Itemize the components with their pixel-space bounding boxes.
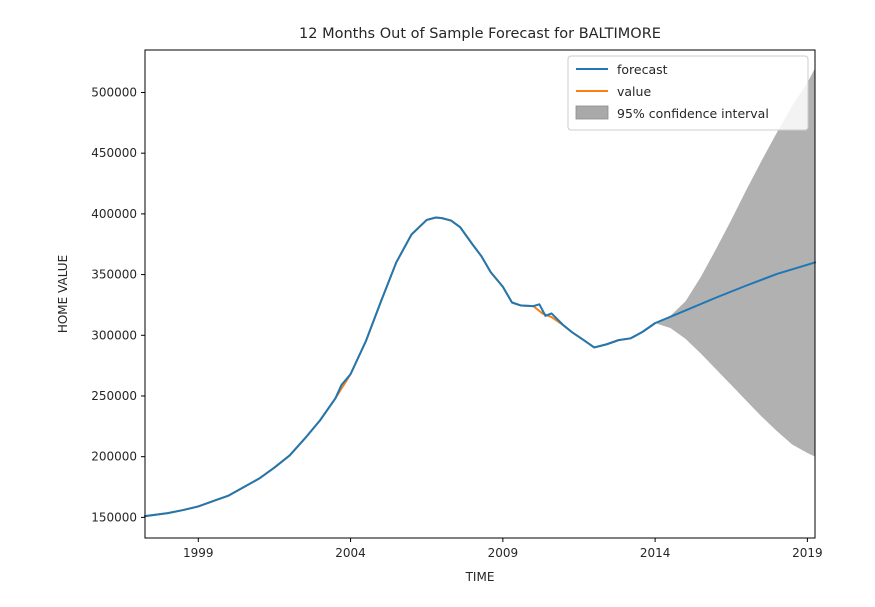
y-tick-label: 450000 — [91, 146, 137, 160]
y-tick-label: 500000 — [91, 85, 137, 99]
forecast-series-line — [144, 216, 816, 518]
series-layer — [144, 216, 816, 518]
legend: forecast value 95% confidence interval — [567, 55, 809, 131]
x-tick-label: 1999 — [183, 546, 214, 560]
x-tick-label: 2019 — [792, 546, 823, 560]
x-tick-label: 2014 — [640, 546, 671, 560]
y-axis-title: HOME VALUE — [56, 255, 70, 333]
plot-frame — [144, 49, 816, 539]
y-tick-label: 250000 — [91, 389, 137, 403]
legend-ci-label: 95% confidence interval — [617, 106, 769, 121]
plot-area — [144, 49, 816, 539]
x-tick-label: 2009 — [488, 546, 519, 560]
y-axis: 150000 200000 250000 300000 350000 400000 4500… — [91, 85, 145, 524]
x-axis-title: TIME — [465, 570, 495, 584]
chart-title: 12 Months Out of Sample Forecast for BAL… — [299, 26, 661, 42]
confidence-interval-layer — [655, 68, 815, 457]
y-tick-label: 300000 — [91, 328, 137, 342]
y-tick-label: 350000 — [91, 268, 137, 282]
y-tick-label: 200000 — [91, 450, 137, 464]
legend-value-label: value — [617, 84, 651, 99]
legend-box — [567, 55, 809, 131]
y-tick-label: 150000 — [91, 510, 137, 524]
legend-ci-swatch — [575, 105, 609, 120]
x-axis: 1999 2004 2009 2014 2019 — [183, 538, 823, 560]
value-series-line — [144, 216, 657, 518]
confidence-interval-band — [655, 68, 815, 457]
x-tick-label: 2004 — [335, 546, 366, 560]
y-tick-label: 400000 — [91, 207, 137, 221]
legend-forecast-label: forecast — [617, 62, 668, 77]
